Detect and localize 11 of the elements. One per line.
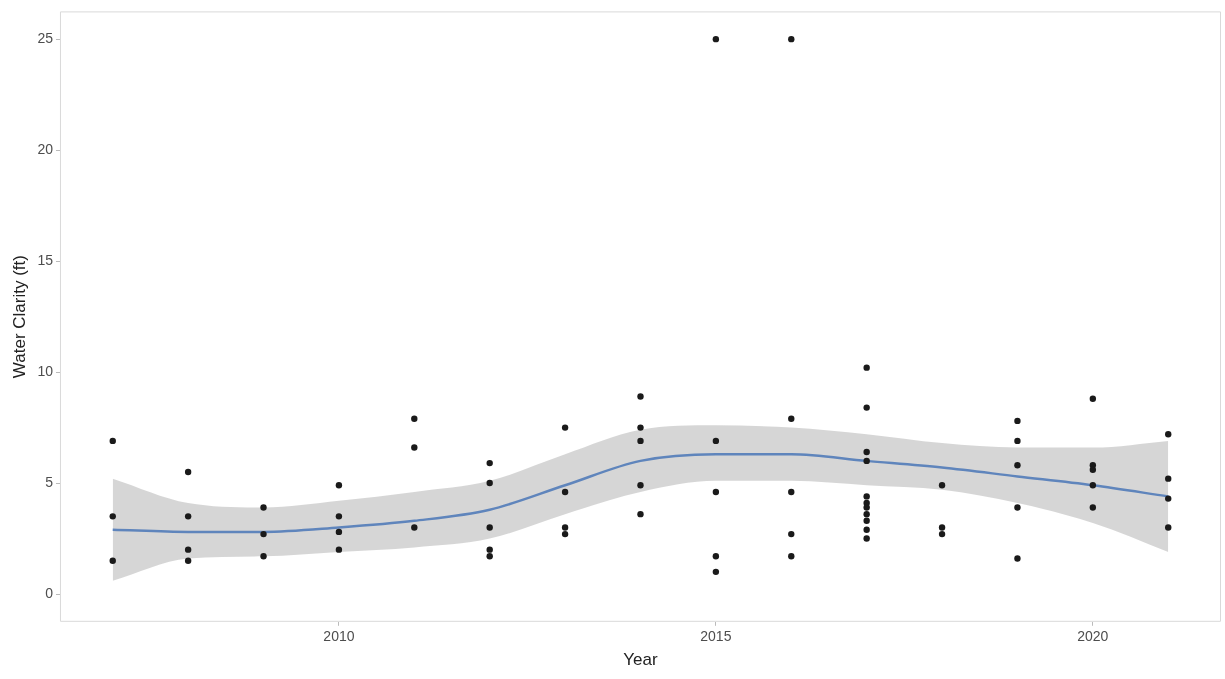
x-tick-label: 2020 <box>1077 628 1109 645</box>
y-tick-label: 25 <box>37 30 54 46</box>
x-axis-title: Year <box>623 650 658 670</box>
y-tick-label: 0 <box>45 584 54 601</box>
x-tick-label: 2015 <box>700 628 732 645</box>
x-tick-label: 2010 <box>323 628 355 645</box>
y-tick-label: 15 <box>37 251 54 268</box>
y-tick-label: 10 <box>37 362 54 379</box>
y-axis-title: Water Clarity (ft) <box>9 255 29 379</box>
y-tick-label: 5 <box>45 473 54 490</box>
y-tick-label: 20 <box>37 140 54 157</box>
